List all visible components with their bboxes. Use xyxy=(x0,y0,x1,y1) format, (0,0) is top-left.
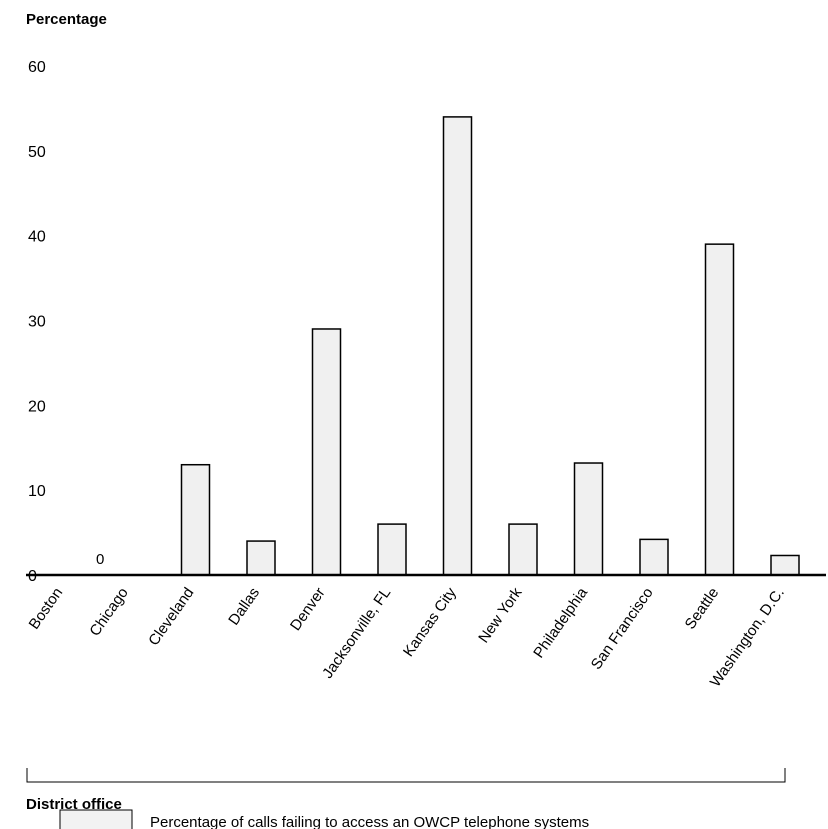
bar xyxy=(442,116,473,576)
legend-label: Percentage of calls failing to access an… xyxy=(150,814,589,829)
y-tick-label: 0 xyxy=(28,568,37,585)
bar xyxy=(246,540,276,576)
bar xyxy=(770,554,800,576)
y-tick-label: 50 xyxy=(28,144,46,161)
y-axis-ticks: 0 10 20 30 40 50 60 xyxy=(28,59,46,585)
category-label: Dallas xyxy=(225,585,263,629)
bar xyxy=(639,538,669,576)
y-axis-title: Percentage xyxy=(26,11,107,28)
district-bracket xyxy=(26,768,786,783)
category-label: Philadelphia xyxy=(530,584,591,661)
category-labels: Boston Chicago Cleveland Dallas DenverJackso… xyxy=(26,584,788,690)
bar xyxy=(508,523,538,576)
bar xyxy=(704,243,735,576)
category-label: Cleveland xyxy=(145,585,197,649)
legend-swatch xyxy=(59,809,133,829)
category-label: Seattle xyxy=(682,585,723,633)
y-tick-label: 40 xyxy=(28,229,46,246)
category-label: Kansas City xyxy=(400,584,460,660)
bar xyxy=(311,328,342,576)
y-tick-label: 20 xyxy=(28,398,46,415)
category-label: Boston xyxy=(26,585,67,633)
category-label: New York xyxy=(475,584,526,646)
bars xyxy=(180,116,800,576)
category-label: San Francisco xyxy=(588,585,657,673)
bar xyxy=(573,462,604,576)
y-tick-label: 60 xyxy=(28,59,46,76)
x-axis-title: District office xyxy=(26,796,122,813)
y-tick-label: 30 xyxy=(28,314,46,331)
bar xyxy=(180,463,211,576)
category-label: Jacksonville, FL xyxy=(319,585,394,682)
category-label: Washington, D.C. xyxy=(707,585,788,691)
data-labels: 0 xyxy=(96,551,104,568)
data-label: 0 xyxy=(96,551,104,568)
bar xyxy=(377,523,407,576)
y-tick-label: 10 xyxy=(28,483,46,500)
category-label: Denver xyxy=(287,585,329,634)
category-label: Chicago xyxy=(86,585,131,640)
